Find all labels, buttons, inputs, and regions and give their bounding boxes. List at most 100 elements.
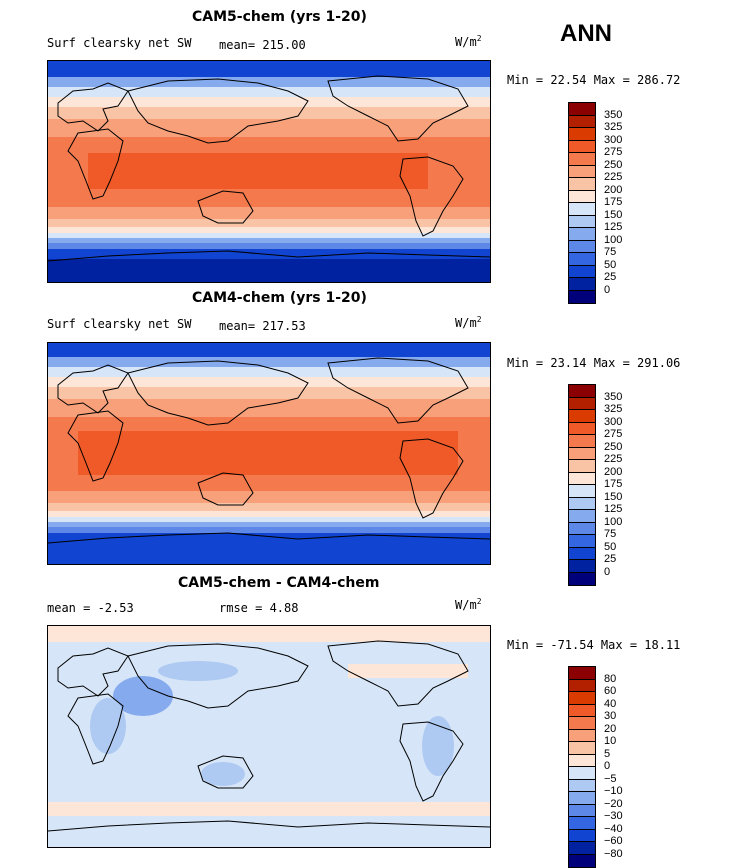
colorbar-swatch — [569, 410, 595, 423]
colorbar-swatch — [569, 435, 595, 448]
colorbar-tick-label: 175 — [604, 196, 623, 208]
colorbar-tick-label: −80 — [604, 847, 623, 860]
colorbar-tick-label: 75 — [604, 246, 617, 258]
colorbar-tick-label: 50 — [604, 540, 617, 553]
colorbar-swatch — [569, 560, 595, 573]
colorbar-swatch — [569, 535, 595, 548]
panel-1-title: CAM5-chem (yrs 1-20) — [192, 9, 367, 25]
colorbar-tick-label: 275 — [604, 146, 623, 158]
colorbar-swatch — [569, 842, 595, 855]
colorbar-tick-label: 100 — [604, 515, 623, 528]
colorbar-swatch — [569, 215, 595, 228]
colorbar-tick-label: 0 — [604, 283, 611, 296]
panel-1-mean: mean= 215.00 — [219, 38, 306, 52]
colorbar-swatch — [569, 792, 595, 805]
colorbar-swatch — [569, 667, 595, 680]
colorbar-swatch — [569, 240, 595, 253]
colorbar-tick-label: 200 — [604, 465, 623, 478]
colorbar-swatch — [569, 128, 595, 141]
colorbar-tick-label: 350 — [604, 108, 623, 121]
colorbar-tick-label: 60 — [604, 685, 617, 697]
colorbar-swatch — [569, 572, 595, 585]
colorbar-swatch — [569, 804, 595, 817]
colorbar-tick-label: 50 — [604, 258, 617, 271]
colorbar-tick-label: 25 — [604, 553, 617, 565]
panel-1-minmax: Min = 22.54 Max = 286.72 — [507, 73, 681, 87]
colorbar-tick-label: −5 — [604, 772, 617, 785]
panel-1-map — [47, 60, 491, 283]
colorbar-swatch — [569, 829, 595, 842]
colorbar-tick-label: 325 — [604, 121, 623, 133]
colorbar-swatch — [569, 228, 595, 241]
colorbar-swatch — [569, 497, 595, 510]
panel-2-title: CAM4-chem (yrs 1-20) — [192, 290, 367, 306]
panel-3-title: CAM5-chem - CAM4-chem — [178, 575, 380, 591]
colorbar-swatch — [569, 460, 595, 473]
panel-3-mean: mean = -2.53 — [47, 601, 134, 615]
colorbar-tick-label: −40 — [604, 822, 623, 835]
colorbar-tick-label: 350 — [604, 390, 623, 403]
panel-2-mean: mean= 217.53 — [219, 319, 306, 333]
colorbar-tick-label: 30 — [604, 710, 617, 722]
antarctica-coast — [48, 250, 490, 262]
colorbar-tick-label: 125 — [604, 503, 623, 515]
colorbar-swatch — [569, 767, 595, 780]
colorbar-tick-label: −10 — [604, 785, 623, 797]
colorbar-swatch — [569, 742, 595, 755]
colorbar-tick-label: 325 — [604, 403, 623, 415]
colorbar-swatch — [569, 385, 595, 398]
panel-2-map — [47, 342, 491, 565]
colorbar-tick-label: 75 — [604, 528, 617, 540]
colorbar-swatch — [569, 115, 595, 128]
panel-3-minmax: Min = -71.54 Max = 18.11 — [507, 638, 681, 652]
colorbar-swatch — [569, 253, 595, 266]
colorbar-swatch — [569, 278, 595, 291]
colorbar-swatch — [569, 422, 595, 435]
asia-coast — [127, 78, 309, 144]
panel-1-contour-field — [48, 61, 490, 282]
colorbar-swatch — [569, 679, 595, 692]
colorbar-tick-label: 80 — [604, 672, 617, 685]
africa-coast — [67, 128, 124, 200]
colorbar-swatch — [569, 717, 595, 730]
panel-2-units: W/m2 — [455, 315, 482, 330]
colorbar-swatch — [569, 153, 595, 166]
panel-3-contour-field — [48, 626, 490, 847]
colorbar-swatch — [569, 704, 595, 717]
colorbar-3 — [568, 666, 596, 868]
colorbar-tick-label: 0 — [604, 565, 611, 578]
south-america-coast — [399, 156, 464, 237]
colorbar-tick-label: −60 — [604, 835, 623, 847]
season-label: ANN — [560, 20, 612, 47]
europe-coast — [57, 82, 129, 132]
colorbar-swatch — [569, 779, 595, 792]
north-america-coast — [327, 75, 469, 142]
panel-2-contour-field — [48, 343, 490, 564]
colorbar-swatch — [569, 190, 595, 203]
colorbar-tick-label: 300 — [604, 133, 623, 146]
colorbar-swatch — [569, 817, 595, 830]
colorbar-tick-label: 100 — [604, 233, 623, 246]
colorbar-tick-label: 250 — [604, 158, 623, 171]
colorbar-tick-label: 175 — [604, 478, 623, 490]
panel-1-variable-label: Surf clearsky net SW — [47, 36, 192, 50]
colorbar-tick-label: 200 — [604, 183, 623, 196]
colorbar-tick-label: 5 — [604, 747, 611, 760]
colorbar-swatch — [569, 485, 595, 498]
colorbar-swatch — [569, 522, 595, 535]
colorbar-swatch — [569, 265, 595, 278]
panel-1-units: W/m2 — [455, 34, 482, 49]
colorbar-swatch — [569, 140, 595, 153]
panel-3-rmse: rmse = 4.88 — [219, 601, 299, 615]
colorbar-swatch — [569, 854, 595, 867]
panel-2-minmax: Min = 23.14 Max = 291.06 — [507, 356, 681, 370]
colorbar-swatch — [569, 547, 595, 560]
colorbar-tick-label: −30 — [604, 810, 623, 822]
colorbar-tick-label: 225 — [604, 453, 623, 465]
colorbar-tick-label: 150 — [604, 490, 623, 503]
colorbar-swatch — [569, 203, 595, 216]
panel-3-units: W/m2 — [455, 597, 482, 612]
colorbar-swatch — [569, 447, 595, 460]
colorbar-2 — [568, 384, 596, 586]
colorbar-swatch — [569, 510, 595, 523]
